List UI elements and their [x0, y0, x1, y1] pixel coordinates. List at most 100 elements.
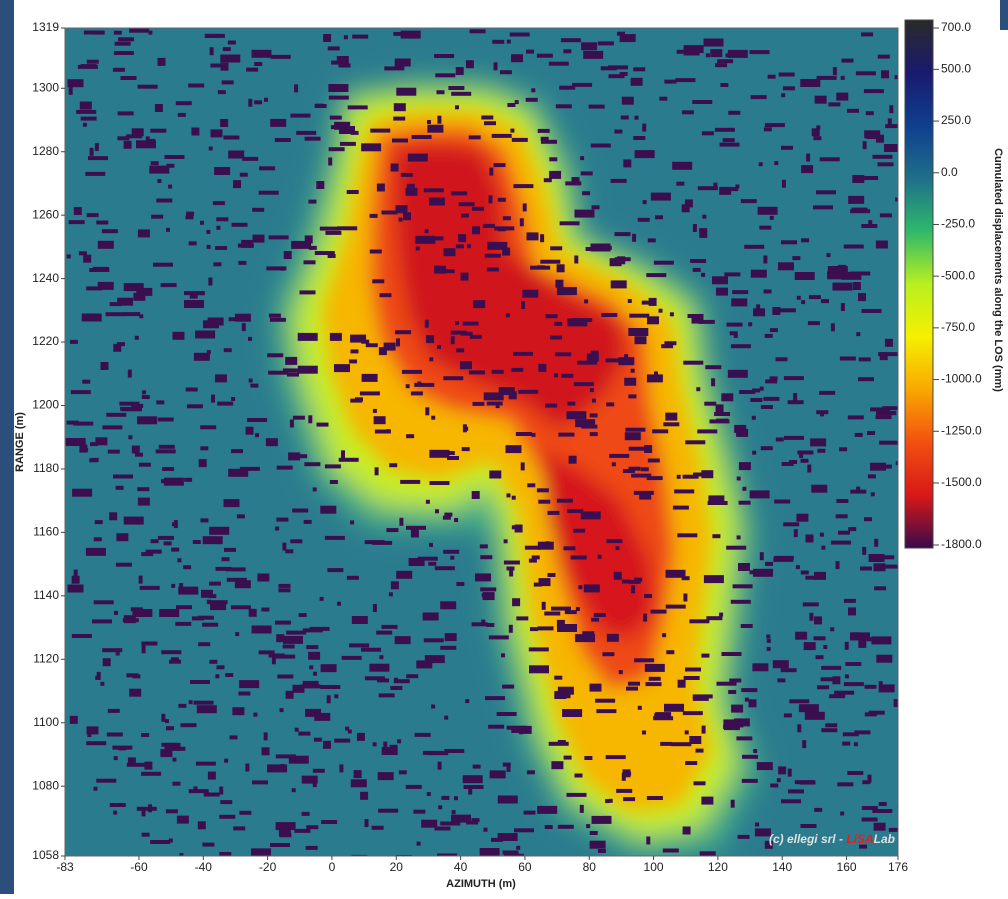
speckle: [880, 411, 897, 416]
speckle: [580, 171, 593, 176]
colorbar: [904, 19, 934, 549]
speckle: [675, 78, 696, 83]
speckle: [820, 412, 824, 417]
speckle: [113, 756, 118, 761]
speckle: [499, 70, 512, 75]
speckle: [631, 473, 652, 478]
speckle: [755, 822, 760, 827]
speckle: [320, 664, 337, 673]
speckle: [802, 740, 807, 749]
speckle: [327, 254, 336, 258]
speckle: [252, 207, 265, 212]
speckle: [188, 241, 197, 246]
speckle: [114, 41, 131, 46]
speckle: [872, 154, 893, 159]
speckle: [887, 118, 892, 127]
speckle: [206, 350, 211, 355]
speckle: [73, 569, 78, 578]
speckle: [711, 378, 716, 387]
speckle: [841, 271, 862, 280]
speckle: [809, 612, 814, 621]
speckle: [223, 499, 240, 508]
speckle: [232, 707, 245, 716]
speckle: [228, 150, 245, 159]
speckle: [597, 849, 606, 853]
speckle: [741, 778, 758, 783]
speckle: [516, 616, 529, 621]
speckle: [508, 624, 513, 633]
speckle: [495, 404, 500, 409]
speckle: [741, 688, 758, 693]
speckle: [482, 223, 495, 228]
speckle: [583, 584, 600, 593]
speckle: [861, 224, 878, 228]
speckle: [663, 422, 680, 427]
speckle: [705, 365, 722, 370]
speckle: [674, 489, 695, 494]
speckle: [100, 681, 105, 686]
speckle: [652, 298, 657, 303]
speckle: [127, 369, 132, 378]
speckle: [156, 198, 173, 203]
speckle: [685, 667, 701, 672]
speckle: [473, 300, 486, 309]
speckle: [402, 369, 422, 374]
speckle: [407, 153, 428, 162]
speckle: [655, 215, 663, 220]
speckle: [839, 447, 848, 452]
speckle: [753, 749, 758, 753]
speckle: [729, 678, 742, 683]
speckle: [736, 428, 749, 437]
speckle: [628, 579, 641, 584]
speckle: [703, 38, 724, 47]
speckle: [728, 110, 741, 115]
speckle: [429, 481, 450, 485]
speckle: [723, 719, 744, 728]
speckle: [298, 243, 303, 248]
speckle: [435, 73, 456, 78]
speckle: [304, 235, 313, 244]
speckle: [816, 75, 837, 80]
speckle: [469, 29, 486, 34]
speckle: [113, 30, 122, 35]
speckle: [294, 828, 311, 833]
speckle: [628, 466, 641, 471]
speckles: [65, 28, 898, 856]
speckle: [858, 377, 874, 382]
speckle: [93, 786, 98, 791]
speckle: [683, 360, 704, 365]
speckle: [489, 470, 502, 479]
speckle: [327, 568, 344, 573]
speckle: [882, 406, 898, 411]
speckle: [463, 785, 484, 789]
speckle: [261, 607, 270, 612]
speckle: [536, 265, 545, 270]
speckle: [231, 449, 243, 454]
speckle: [504, 853, 524, 856]
speckle: [424, 229, 429, 234]
speckle: [889, 105, 894, 114]
speckle: [512, 598, 521, 607]
speckle: [400, 30, 421, 39]
speckle: [763, 396, 780, 401]
speckle: [306, 645, 319, 650]
speckle: [87, 733, 92, 737]
speckle: [845, 662, 862, 666]
speckle: [595, 698, 616, 703]
speckle: [730, 799, 735, 808]
speckle: [814, 616, 822, 625]
speckle: [346, 575, 359, 580]
speckle: [878, 802, 887, 806]
speckle: [236, 514, 245, 519]
speckle: [627, 299, 632, 303]
speckle: [589, 432, 598, 437]
speckle: [610, 178, 627, 183]
speckle: [537, 128, 550, 133]
speckle: [744, 697, 749, 702]
speckle: [623, 797, 636, 802]
speckle: [737, 834, 750, 839]
speckle: [655, 712, 672, 721]
speckle: [803, 642, 816, 651]
speckle: [821, 545, 826, 550]
speckle: [550, 335, 563, 340]
